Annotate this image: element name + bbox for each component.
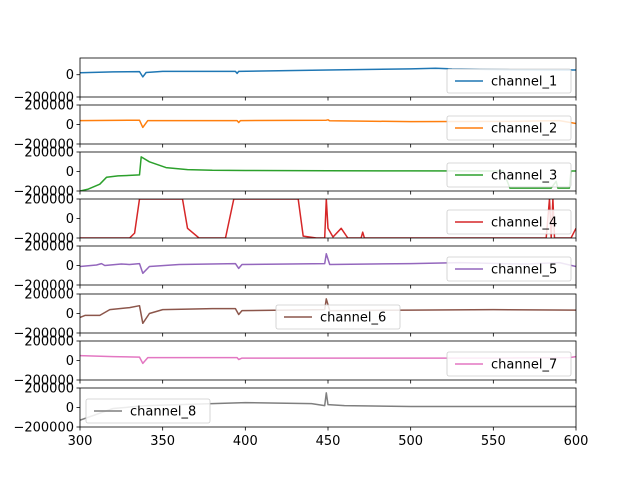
legend-box-6 xyxy=(275,304,401,330)
y-tick-label-6: 200000 xyxy=(24,288,74,303)
subplot-6: −200000 0 200000 channel_6 xyxy=(13,288,577,342)
legend-box-3 xyxy=(446,162,572,188)
y-tick-label-8: 200000 xyxy=(24,382,74,397)
y-tick-label-4: −200000 xyxy=(13,232,74,247)
y-tick-label-6: 0 xyxy=(66,307,74,322)
x-tick-label: 300 xyxy=(68,434,93,449)
x-tick-label: 550 xyxy=(481,434,506,449)
legend-label-3: channel_3 xyxy=(491,169,557,184)
y-tick-label-1: 0 xyxy=(66,68,74,83)
y-tick-label-8: 0 xyxy=(66,401,74,416)
y-tick-label-2: 200000 xyxy=(24,99,74,114)
legend-1: channel_1 xyxy=(446,68,572,94)
subplot-3: −200000 0 200000 channel_3 xyxy=(13,146,577,200)
subplot-2: −200000 0 200000 channel_2 xyxy=(13,99,577,153)
legend-label-6: channel_6 xyxy=(320,311,386,326)
x-tick-label: 400 xyxy=(233,434,258,449)
legend-label-7: channel_7 xyxy=(491,358,557,373)
y-tick-label-3: 200000 xyxy=(24,146,74,161)
y-tick-label-5: 200000 xyxy=(24,240,74,255)
y-tick-label-5: −200000 xyxy=(13,279,74,294)
legend-6: channel_6 xyxy=(275,304,401,330)
x-tick-label: 500 xyxy=(398,434,423,449)
y-tick-label-3: 0 xyxy=(66,165,74,180)
legend-box-4 xyxy=(446,209,572,235)
y-tick-label-4: 200000 xyxy=(24,193,74,208)
y-tick-label-3: −200000 xyxy=(13,185,74,200)
y-tick-label-8: −200000 xyxy=(13,421,74,436)
y-tick-label-1: −200000 xyxy=(13,91,74,106)
x-tick-label: 600 xyxy=(564,434,589,449)
legend-2: channel_2 xyxy=(446,115,572,141)
legend-box-1 xyxy=(446,68,572,94)
x-tick-label: 350 xyxy=(150,434,175,449)
subplot-8: −200000 0 200000 channel_8 xyxy=(13,382,577,436)
subplot-7: −200000 0 200000 channel_7 xyxy=(13,335,577,389)
subplot-4: −200000 0 200000 channel_4 xyxy=(13,193,577,247)
legend-box-2 xyxy=(446,115,572,141)
legend-8: channel_8 xyxy=(85,398,211,424)
y-tick-label-7: 200000 xyxy=(24,335,74,350)
legend-box-5 xyxy=(446,256,572,282)
subplot-5: −200000 0 200000 channel_5 xyxy=(13,240,577,294)
y-tick-label-4: 0 xyxy=(66,212,74,227)
y-tick-label-7: 0 xyxy=(66,354,74,369)
legend-3: channel_3 xyxy=(446,162,572,188)
series-line-channel_1 xyxy=(80,67,576,78)
legend-5: channel_5 xyxy=(446,256,572,282)
y-tick-label-2: −200000 xyxy=(13,138,74,153)
y-tick-label-2: 0 xyxy=(66,118,74,133)
legend-label-5: channel_5 xyxy=(491,263,557,278)
y-tick-label-5: 0 xyxy=(66,259,74,274)
legend-label-8: channel_8 xyxy=(130,405,196,420)
legend-label-2: channel_2 xyxy=(491,122,557,137)
legend-label-1: channel_1 xyxy=(491,75,557,90)
subplot-1: −200000 0 channel_1 xyxy=(13,57,577,106)
legend-label-4: channel_4 xyxy=(491,216,557,231)
x-tick-label: 450 xyxy=(316,434,341,449)
legend-box-8 xyxy=(85,398,211,424)
legend-box-7 xyxy=(446,351,572,377)
legend-7: channel_7 xyxy=(446,351,572,377)
y-tick-label-6: −200000 xyxy=(13,327,74,342)
legend-4: channel_4 xyxy=(446,209,572,235)
y-tick-label-7: −200000 xyxy=(13,374,74,389)
